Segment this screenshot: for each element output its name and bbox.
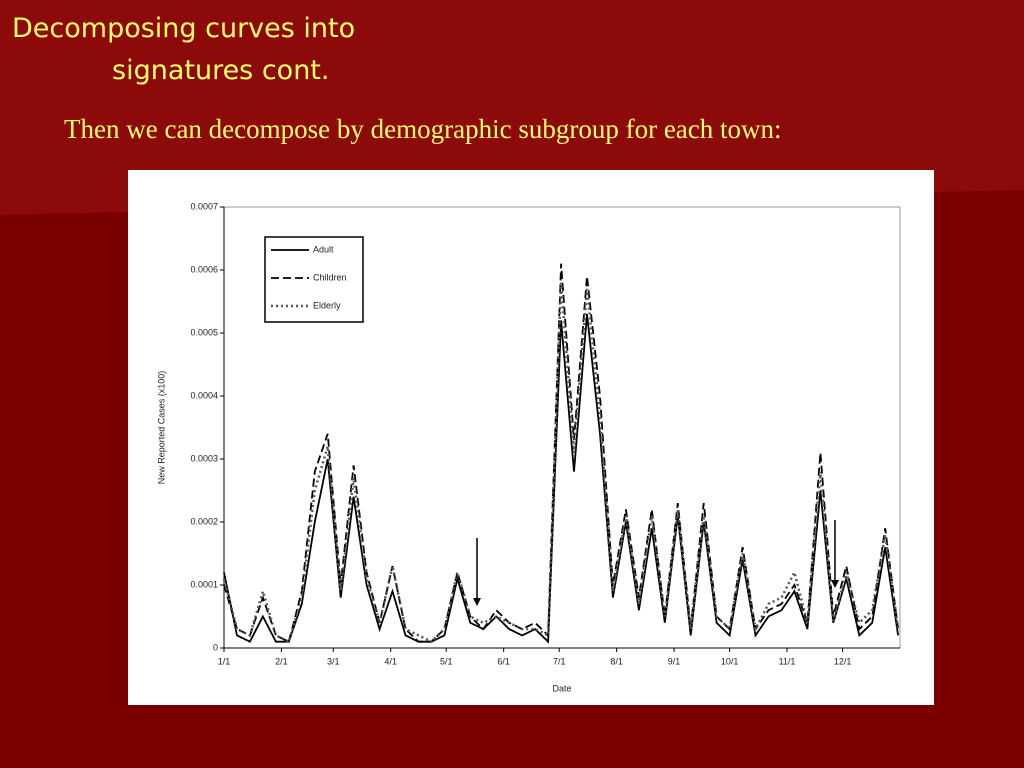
slide-subtitle: Then we can decompose by demographic sub…	[64, 114, 782, 144]
y-tick-label: 0.0005	[190, 327, 218, 337]
x-tick-label: 10/1	[721, 656, 739, 666]
y-tick-label: 0.0002	[190, 516, 218, 526]
y-tick-label: 0.0006	[190, 264, 218, 274]
y-axis-label: New Reported Cases (x100)	[156, 371, 166, 485]
series-line	[223, 314, 899, 644]
y-tick-label: 0.0004	[190, 390, 218, 400]
legend-label: Children	[313, 272, 347, 282]
x-tick-label: 1/1	[218, 656, 231, 666]
legend-label: Elderly	[313, 300, 341, 310]
x-tick-label: 12/1	[834, 656, 852, 666]
background-band	[0, 0, 1024, 215]
x-tick-label: 8/1	[610, 656, 623, 666]
annotation-arrow-head	[831, 580, 839, 588]
x-tick-label: 5/1	[440, 656, 453, 666]
x-tick-label: 7/1	[553, 656, 566, 666]
x-tick-label: 4/1	[384, 656, 397, 666]
x-tick-label: 2/1	[275, 656, 288, 666]
x-axis-label: Date	[552, 683, 571, 693]
y-tick-label: 0.0007	[190, 201, 218, 211]
x-tick-label: 9/1	[668, 656, 681, 666]
annotation-arrow-head	[473, 598, 481, 606]
y-tick-label: 0.0001	[190, 579, 218, 589]
series-line	[222, 282, 900, 644]
title-line: Decomposing curves into	[12, 13, 356, 44]
y-tick-label: 0.0003	[190, 453, 218, 463]
x-tick-label: 3/1	[327, 656, 340, 666]
x-tick-label: 6/1	[497, 656, 510, 666]
slide-title: Decomposing curves into signatures cont.	[12, 8, 355, 92]
title-line: signatures cont.	[112, 55, 330, 86]
x-tick-label: 11/1	[779, 656, 796, 666]
legend-box	[264, 236, 364, 323]
legend-label: Adult	[313, 244, 334, 254]
y-tick-label: 0	[213, 642, 218, 652]
